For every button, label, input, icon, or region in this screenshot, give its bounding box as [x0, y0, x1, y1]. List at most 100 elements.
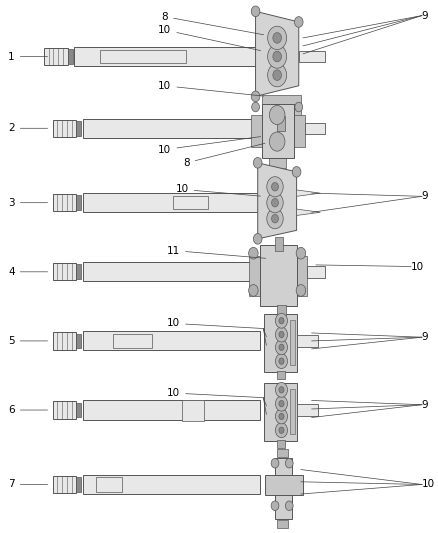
Bar [53, 263, 76, 280]
Bar [53, 401, 76, 418]
Circle shape [294, 17, 303, 27]
Circle shape [268, 26, 286, 50]
Text: 4: 4 [8, 267, 48, 277]
Circle shape [276, 396, 287, 411]
Text: 2: 2 [8, 123, 48, 133]
Circle shape [279, 427, 284, 433]
Bar [265, 475, 303, 495]
Bar [277, 449, 288, 457]
Bar [76, 264, 81, 279]
Circle shape [254, 233, 262, 244]
Polygon shape [255, 11, 299, 96]
Bar [290, 389, 295, 434]
Bar [262, 104, 294, 158]
Text: 11: 11 [167, 246, 266, 259]
Bar [268, 157, 286, 168]
Text: 10: 10 [167, 388, 264, 398]
Circle shape [276, 340, 287, 355]
Bar [290, 320, 295, 365]
Bar [76, 196, 81, 210]
Bar [83, 193, 260, 212]
Polygon shape [258, 163, 297, 239]
Circle shape [286, 458, 293, 468]
Bar [182, 400, 204, 421]
Text: 9: 9 [422, 11, 428, 21]
Circle shape [267, 176, 283, 197]
Bar [76, 477, 81, 492]
Circle shape [276, 327, 287, 342]
Circle shape [249, 247, 258, 259]
Text: 10: 10 [158, 81, 264, 96]
Bar [76, 403, 81, 417]
Circle shape [268, 63, 286, 87]
Circle shape [279, 344, 284, 351]
Circle shape [267, 208, 283, 229]
Circle shape [276, 409, 287, 424]
Text: 7: 7 [8, 480, 48, 489]
Circle shape [279, 413, 284, 419]
Bar [113, 334, 152, 348]
Text: 6: 6 [8, 405, 48, 415]
Circle shape [279, 332, 284, 338]
Circle shape [251, 91, 260, 102]
Polygon shape [297, 209, 320, 215]
Bar [53, 332, 76, 350]
Circle shape [286, 501, 293, 511]
Circle shape [268, 45, 286, 68]
Text: 9: 9 [422, 191, 428, 201]
Bar [264, 383, 297, 441]
Bar [74, 47, 260, 66]
Circle shape [272, 198, 279, 207]
Circle shape [271, 458, 279, 468]
Circle shape [295, 102, 303, 112]
Bar [249, 256, 262, 296]
Bar [275, 237, 283, 251]
Bar [294, 115, 305, 147]
Text: 10: 10 [158, 136, 261, 155]
Bar [305, 123, 325, 134]
Bar [44, 48, 67, 65]
Text: 9: 9 [422, 332, 428, 342]
Bar [76, 121, 81, 135]
Bar [297, 256, 307, 296]
Bar [83, 262, 260, 281]
Bar [277, 370, 285, 379]
Text: 10: 10 [158, 25, 261, 51]
Bar [96, 477, 122, 492]
Circle shape [251, 6, 260, 17]
Bar [76, 334, 81, 348]
Circle shape [249, 285, 258, 296]
Bar [53, 194, 76, 211]
Bar [264, 314, 297, 372]
Circle shape [276, 382, 287, 397]
Bar [277, 305, 286, 316]
Circle shape [269, 106, 285, 125]
Bar [297, 335, 318, 347]
Bar [262, 95, 301, 118]
Bar [275, 458, 292, 519]
Circle shape [296, 247, 306, 259]
Text: 8: 8 [162, 12, 264, 35]
Bar [53, 120, 76, 137]
Circle shape [279, 400, 284, 407]
Bar [83, 400, 260, 419]
Bar [277, 440, 285, 448]
Text: 5: 5 [8, 336, 48, 346]
Circle shape [267, 192, 283, 213]
Circle shape [276, 354, 287, 368]
Circle shape [279, 386, 284, 393]
Circle shape [254, 158, 262, 168]
Circle shape [276, 313, 287, 328]
Circle shape [269, 132, 285, 151]
Text: 9: 9 [422, 400, 428, 410]
Circle shape [296, 285, 306, 296]
Circle shape [273, 51, 282, 62]
Circle shape [273, 70, 282, 80]
Bar [83, 332, 260, 351]
Bar [307, 266, 325, 278]
Bar [83, 119, 260, 138]
Circle shape [279, 318, 284, 324]
Bar [53, 476, 76, 493]
Text: 10: 10 [167, 318, 264, 328]
Circle shape [272, 182, 279, 191]
